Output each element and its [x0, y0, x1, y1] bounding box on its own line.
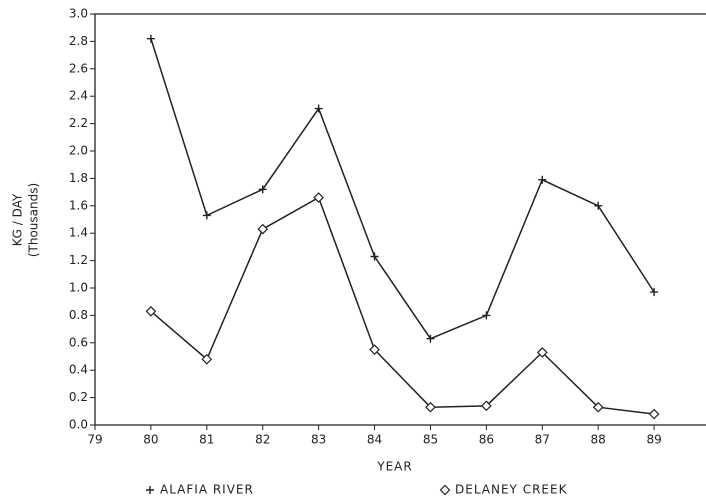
x-tick-label: 82: [255, 433, 270, 447]
y-tick-label: 2.6: [69, 61, 88, 75]
data-point: [369, 344, 380, 355]
data-point: [482, 311, 491, 320]
x-tick-label: 87: [535, 433, 550, 447]
data-point: [313, 192, 324, 203]
data-point: [314, 104, 323, 113]
legend-label: ALAFIA RIVER: [160, 483, 254, 497]
y-axis-label: KG / DAY: [11, 193, 25, 246]
y-tick-label: 3.0: [69, 7, 88, 21]
y-tick-label: 2.4: [69, 89, 88, 103]
legend-marker: [146, 486, 154, 494]
y-tick-label: 0.8: [69, 308, 88, 322]
y-tick-label: 2.8: [69, 34, 88, 48]
y-tick-label: 2.0: [69, 144, 88, 158]
y-tick-label: 1.0: [69, 281, 88, 295]
y-tick-label: 1.6: [69, 198, 88, 212]
y-tick-label: 0.2: [69, 390, 88, 404]
y-tick-label: 2.2: [69, 116, 88, 130]
data-point: [538, 175, 547, 184]
y-tick-label: 1.2: [69, 253, 88, 267]
y-tick-label: 1.8: [69, 171, 88, 185]
data-point: [592, 401, 604, 413]
x-tick-label: 84: [367, 433, 382, 447]
data-point: [594, 201, 603, 210]
y-axis-unit: (Thousands): [27, 183, 41, 257]
y-tick-label: 0.4: [69, 363, 88, 377]
y-tick-label: 0.0: [69, 418, 88, 432]
x-tick-label: 89: [646, 433, 661, 447]
x-axis-label: YEAR: [376, 460, 412, 474]
data-point: [201, 353, 213, 365]
x-tick-label: 83: [311, 433, 326, 447]
data-point: [425, 401, 436, 413]
x-tick-label: 85: [423, 433, 438, 447]
data-point: [426, 334, 435, 343]
series-line: [150, 38, 655, 340]
x-tick-label: 80: [143, 433, 158, 447]
y-tick-label: 0.6: [69, 335, 88, 349]
x-tick-label: 79: [87, 433, 102, 447]
data-point: [202, 211, 211, 220]
plot-frame: [94, 13, 706, 426]
y-tick-label: 1.4: [69, 226, 88, 240]
data-point: [648, 408, 660, 420]
x-tick-label: 88: [591, 433, 606, 447]
series-line: [150, 196, 655, 415]
data-point: [145, 305, 157, 317]
data-point: [481, 400, 492, 412]
x-tick-label: 81: [199, 433, 214, 447]
legend-label: DELANEY CREEK: [455, 483, 568, 497]
data-point: [370, 252, 379, 261]
legend-marker: [439, 484, 451, 496]
data-point: [146, 34, 155, 43]
x-tick-label: 86: [479, 433, 494, 447]
data-point: [258, 185, 267, 194]
data-point: [650, 288, 659, 297]
data-point: [257, 223, 269, 235]
data-point: [536, 347, 548, 358]
